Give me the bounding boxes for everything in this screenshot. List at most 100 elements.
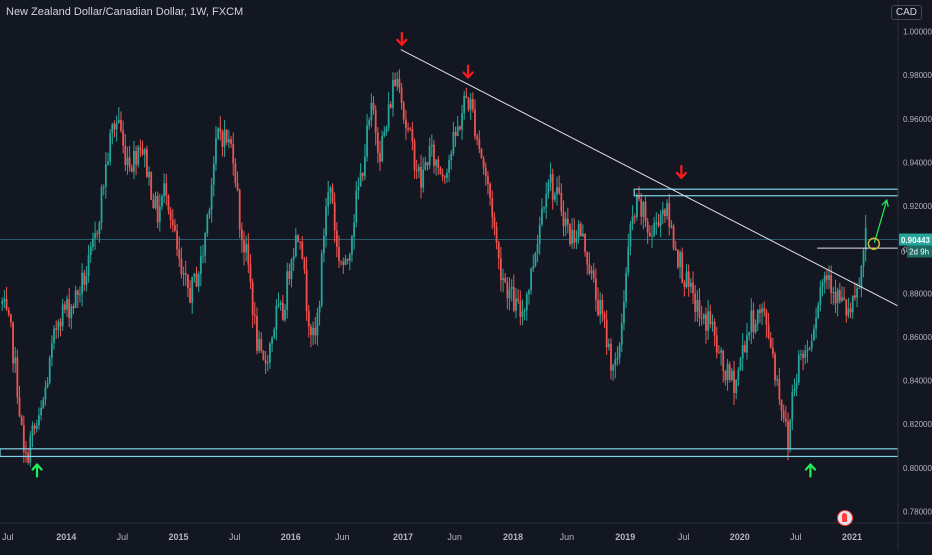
candle-body bbox=[361, 172, 364, 177]
candle-body bbox=[212, 163, 215, 185]
candle-body bbox=[808, 348, 811, 350]
x-tick-label: Jun bbox=[335, 532, 350, 542]
candle-body bbox=[115, 122, 118, 130]
candle-body bbox=[769, 337, 772, 348]
candle-body bbox=[489, 183, 492, 198]
candle-body bbox=[640, 199, 643, 217]
candle-body bbox=[70, 306, 73, 319]
candle-body bbox=[281, 302, 284, 320]
candle-body bbox=[815, 317, 817, 329]
candle-body bbox=[152, 199, 155, 208]
candle-body bbox=[38, 415, 40, 426]
candle-body bbox=[206, 214, 209, 234]
candle-body bbox=[685, 271, 688, 287]
red-down-arrow-icon-head bbox=[675, 171, 687, 180]
y-tick-label: 0.78000 bbox=[903, 508, 932, 517]
candle-body bbox=[776, 379, 779, 381]
candle-body bbox=[335, 230, 338, 247]
y-tick-label: 1.00000 bbox=[903, 28, 932, 37]
candle-body bbox=[461, 113, 463, 130]
candle-body bbox=[603, 313, 606, 320]
candle-body bbox=[407, 128, 409, 130]
candle-body bbox=[862, 250, 865, 266]
candle-body bbox=[83, 272, 86, 285]
candle-body bbox=[33, 425, 36, 429]
candle-body bbox=[424, 162, 427, 170]
candle-body bbox=[195, 273, 198, 287]
candle-body bbox=[122, 130, 125, 146]
candle-body bbox=[392, 79, 394, 108]
candle-body bbox=[787, 421, 789, 450]
candle-body bbox=[446, 172, 448, 178]
candle-body bbox=[480, 148, 483, 159]
candle-body bbox=[631, 216, 634, 225]
candle-body bbox=[387, 104, 390, 128]
x-tick-label: Jul bbox=[678, 532, 690, 542]
candle-body bbox=[12, 322, 14, 364]
tradingview-logo-icon[interactable] bbox=[837, 510, 853, 526]
candle-body bbox=[752, 310, 755, 333]
candle-body bbox=[223, 129, 226, 147]
candle-body bbox=[398, 78, 401, 88]
candle-body bbox=[722, 350, 725, 371]
candle-body bbox=[838, 289, 841, 301]
candle-body bbox=[687, 271, 690, 287]
candle-body bbox=[504, 277, 507, 283]
red-down-arrow-icon bbox=[462, 64, 474, 79]
candle-body bbox=[713, 321, 716, 336]
candle-body bbox=[679, 252, 681, 268]
candle-body bbox=[478, 138, 481, 149]
candle-body bbox=[541, 208, 543, 225]
candle-body bbox=[59, 321, 62, 327]
candle-body bbox=[94, 233, 96, 239]
candle-body bbox=[420, 166, 422, 188]
currency-button[interactable]: CAD bbox=[890, 5, 922, 20]
candle-body bbox=[225, 129, 228, 143]
candle-body bbox=[592, 270, 595, 279]
candle-body bbox=[651, 235, 653, 237]
candle-body bbox=[456, 126, 459, 136]
x-tick-label: Jul bbox=[117, 532, 129, 542]
candle-body bbox=[709, 311, 712, 324]
candle-body bbox=[92, 238, 94, 247]
candle-body bbox=[3, 298, 6, 302]
candle-body bbox=[759, 309, 761, 313]
candle-body bbox=[806, 349, 809, 352]
candle-body bbox=[558, 187, 561, 193]
candle-body bbox=[754, 324, 757, 333]
candle-body bbox=[594, 278, 597, 300]
candle-body bbox=[841, 297, 843, 301]
y-tick-label: 0.92000 bbox=[903, 202, 932, 211]
candle-body bbox=[616, 357, 619, 360]
candle-body bbox=[564, 218, 567, 227]
candle-body bbox=[644, 201, 647, 222]
candle-body bbox=[482, 158, 485, 168]
candle-body bbox=[750, 310, 753, 333]
red-down-arrow-icon bbox=[396, 31, 408, 46]
candle-body bbox=[767, 324, 770, 338]
price-tags-layer: 0.90443 2d 9h0 bbox=[899, 233, 932, 258]
candle-body bbox=[819, 287, 822, 305]
candle-body bbox=[441, 174, 444, 177]
candle-body bbox=[405, 119, 407, 129]
candle-body bbox=[135, 150, 137, 165]
candle-body bbox=[532, 266, 535, 269]
candle-body bbox=[18, 397, 21, 417]
candle-body bbox=[437, 159, 440, 168]
candle-body bbox=[368, 119, 371, 126]
x-tick-label: 2016 bbox=[281, 532, 301, 542]
candle-body bbox=[351, 236, 353, 255]
candle-body bbox=[294, 235, 297, 257]
candle-body bbox=[577, 223, 580, 239]
candle-body bbox=[553, 194, 556, 200]
x-tick-label: 2019 bbox=[615, 532, 635, 542]
candle-body bbox=[702, 314, 705, 319]
candle-body bbox=[728, 364, 731, 380]
candle-body bbox=[210, 184, 213, 210]
candle-body bbox=[35, 425, 38, 429]
candle-body bbox=[31, 425, 34, 436]
candle-body bbox=[137, 147, 140, 165]
candle-body bbox=[143, 149, 146, 155]
